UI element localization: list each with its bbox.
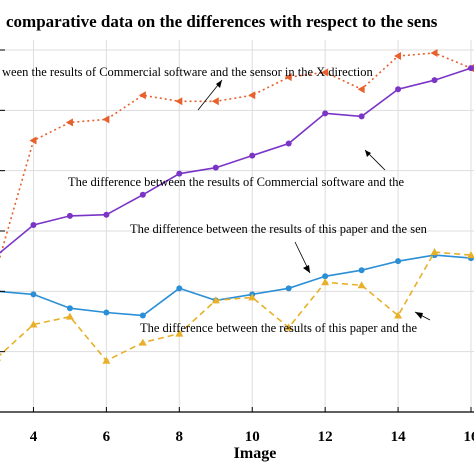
x-tick-label: 12 — [318, 429, 333, 445]
series-line — [0, 52, 472, 260]
data-point — [358, 113, 365, 120]
data-point — [211, 97, 219, 106]
data-point — [284, 323, 293, 331]
data-point — [285, 140, 292, 147]
x-tick-label: 6 — [103, 429, 111, 445]
data-point — [102, 115, 110, 124]
series-line — [0, 254, 472, 317]
data-point — [138, 91, 146, 100]
data-point — [284, 73, 292, 82]
data-point — [0, 358, 1, 361]
data-point — [431, 77, 438, 84]
x-axis-label: Image — [234, 445, 277, 462]
data-point — [29, 136, 37, 145]
data-point — [102, 356, 111, 364]
data-point — [322, 273, 329, 280]
data-point — [248, 91, 256, 100]
data-point — [321, 68, 329, 77]
data-point — [468, 65, 474, 72]
annotations: ween the results of Commercial software … — [2, 65, 431, 335]
data-point — [30, 291, 37, 298]
annotation-paper-1: The difference between the results of th… — [130, 222, 428, 236]
x-tick-labels: 4 6 8 10 12 14 16 — [0, 49, 474, 445]
data-point — [430, 248, 439, 256]
data-point — [285, 285, 292, 292]
data-point — [30, 221, 37, 228]
data-point — [395, 86, 402, 93]
series-2 — [0, 65, 474, 254]
x-tick-label: 16 — [464, 429, 474, 445]
annotation-arrowhead-2 — [365, 150, 371, 157]
data-point — [139, 312, 146, 319]
data-point — [176, 170, 183, 177]
annotation-commercial-x: ween the results of Commercial software … — [2, 65, 373, 79]
data-point — [175, 97, 183, 106]
data-point — [248, 293, 257, 301]
annotation-arrowhead-1 — [216, 80, 222, 88]
data-point — [358, 267, 365, 274]
annotation-commercial-2: The difference between the results of Co… — [68, 175, 405, 189]
data-point — [357, 85, 365, 94]
data-point — [175, 329, 184, 337]
series-3 — [0, 252, 474, 319]
data-point — [467, 251, 474, 259]
annotation-arrowhead-4 — [415, 312, 423, 319]
data-point — [430, 49, 438, 58]
x-tick-label: 4 — [30, 429, 38, 445]
x-tick-label: 10 — [245, 429, 260, 445]
series-4 — [0, 248, 474, 364]
data-point — [138, 338, 147, 346]
data-point — [249, 152, 256, 159]
data-point — [211, 296, 220, 304]
data-point — [65, 312, 74, 320]
data-point — [321, 278, 330, 286]
series-group — [0, 49, 474, 364]
data-point — [103, 309, 110, 316]
data-point — [176, 285, 183, 292]
data-point — [357, 281, 366, 289]
data-point — [139, 191, 146, 198]
data-point — [395, 258, 402, 265]
data-point — [65, 118, 73, 127]
x-tick-label: 14 — [391, 429, 407, 445]
annotation-paper-2: The difference between the results of th… — [140, 321, 418, 335]
chart-title: comparative data on the differences with… — [6, 12, 438, 31]
data-point — [212, 164, 219, 171]
data-point — [322, 110, 329, 117]
series-line — [0, 67, 472, 254]
x-tick-label: 8 — [176, 429, 184, 445]
data-point — [66, 305, 73, 312]
data-point — [394, 52, 402, 61]
data-point — [66, 212, 73, 219]
data-point — [29, 320, 38, 328]
annotation-arrowhead-3 — [303, 265, 310, 273]
data-point — [103, 211, 110, 218]
data-point — [394, 311, 403, 319]
